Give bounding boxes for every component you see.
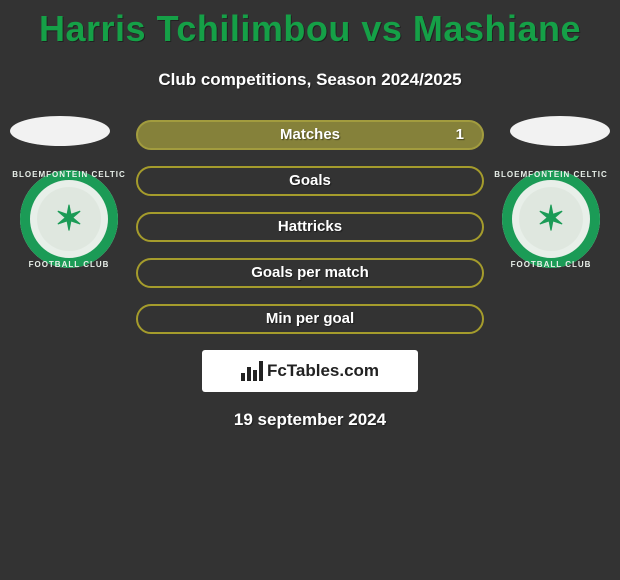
- player-slot-right: [510, 116, 610, 146]
- stat-bar-label: Goals: [289, 172, 331, 189]
- date-line: 19 september 2024: [0, 410, 620, 430]
- brand-bars-icon: [241, 361, 263, 381]
- badge-text-bot-right: FOOTBALL CLUB: [511, 260, 592, 269]
- badge-text-top-left: BLOEMFONTEIN CELTIC: [12, 170, 126, 179]
- stat-bar-matches: Matches 1: [136, 120, 484, 150]
- stats-area: BLOEMFONTEIN CELTIC ✶ FOOTBALL CLUB BLOE…: [0, 120, 620, 430]
- stat-bar-goals: Goals: [136, 166, 484, 196]
- club-badge-left: BLOEMFONTEIN CELTIC ✶ FOOTBALL CLUB: [20, 170, 118, 268]
- brand-label: FcTables.com: [267, 361, 379, 381]
- stat-bar-hattricks: Hattricks: [136, 212, 484, 242]
- stat-bar-label: Min per goal: [266, 310, 354, 327]
- subtitle: Club competitions, Season 2024/2025: [0, 70, 620, 90]
- page-title: Harris Tchilimbou vs Mashiane: [0, 0, 620, 50]
- badge-text-top-right: BLOEMFONTEIN CELTIC: [494, 170, 608, 179]
- badge-text-bot-left: FOOTBALL CLUB: [29, 260, 110, 269]
- stat-bar-goals-per-match: Goals per match: [136, 258, 484, 288]
- stat-bar-value: 1: [456, 122, 464, 148]
- stat-bar-label: Goals per match: [251, 264, 369, 281]
- stat-bars: Matches 1 Goals Hattricks Goals per matc…: [136, 120, 484, 334]
- stat-bar-min-per-goal: Min per goal: [136, 304, 484, 334]
- club-badge-right: BLOEMFONTEIN CELTIC ✶ FOOTBALL CLUB: [502, 170, 600, 268]
- brand-box[interactable]: FcTables.com: [202, 350, 418, 392]
- stat-bar-label: Hattricks: [278, 218, 342, 235]
- player-slot-left: [10, 116, 110, 146]
- stat-bar-label: Matches: [280, 126, 340, 143]
